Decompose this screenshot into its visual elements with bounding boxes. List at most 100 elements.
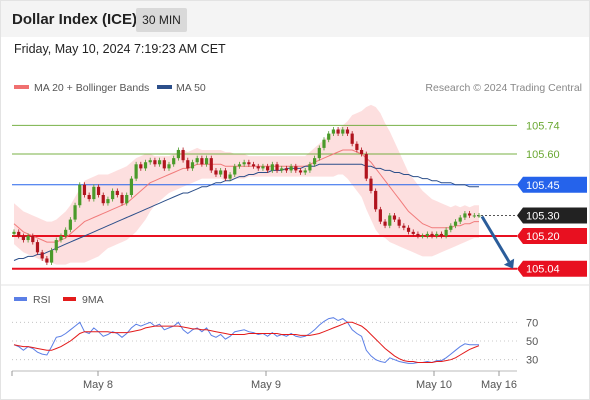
rsi-ma-legend-label: 9MA [82,294,104,306]
candle-body [327,133,331,140]
candle-body [294,166,298,171]
level-tag-105-60: 105.60 [526,149,560,161]
candle-body [125,195,129,204]
candle-body [308,164,312,171]
candle-body [162,160,166,169]
candle-body [31,235,35,243]
level-tag-105-30: 105.30 [526,210,560,222]
candle-body [411,231,415,234]
candle-body [449,225,453,230]
candle-body [64,229,68,236]
candle-body [204,158,209,165]
candle-body [430,233,434,236]
candle-body [364,154,368,179]
candle-body [35,242,40,253]
level-tag-105-04: 105.04 [526,264,560,276]
candle-body [425,233,429,236]
bollinger-bands [14,104,479,265]
candle-body [359,149,364,155]
ma50-legend-swatch [157,85,172,89]
candle-body [134,164,138,179]
candle-body [233,166,237,175]
candle-body [101,195,105,204]
x-axis: May 8 May 9 May 10 May 16 [11,371,517,391]
candle-body [331,129,335,134]
level-tag-105-20-bg [517,227,587,244]
level-tags: 105.74 105.60 105.45 105.30 105.20 105.04 [517,120,587,277]
candle-body [223,170,227,179]
candle-body [275,164,279,171]
candle-body [96,186,101,195]
candle-body [120,195,124,204]
candle-body [21,235,25,241]
candle-body [49,250,54,263]
candle-body [266,166,270,171]
rsi-tick-label: 50 [526,336,538,348]
credit-text: Research © 2024 Trading Central [425,82,582,94]
rsi-legend-swatch [14,297,27,301]
candle-body [251,164,256,167]
candle-body [458,217,462,222]
candle-body [54,240,58,251]
candle-body [453,221,458,226]
candle-body [477,215,481,217]
candle-body [317,147,321,159]
candle-body [87,195,91,200]
candle-body [167,164,171,169]
candle-body [219,170,223,175]
x-tick-label: May 10 [416,379,452,391]
x-tick-label: May 8 [83,379,113,391]
candle-body [289,166,293,171]
candle-body [59,235,63,241]
level-tag-105-20: 105.20 [526,231,560,243]
rsi-legend-label: RSI [33,294,51,306]
candle-body [261,166,265,169]
x-tick-label: May 16 [481,379,517,391]
candle-body [12,231,16,234]
candle-body [402,225,406,228]
bollinger-band-area [14,104,479,265]
moving-averages [13,149,479,261]
candle-body [190,162,195,169]
candle-body [82,184,87,195]
candle-body [148,160,152,163]
timestamp: Friday, May 10, 2024 7:19:23 AM CET [14,42,226,56]
candle-body [435,233,439,236]
header-bar: Dollar Index (ICE) 30 MIN [1,1,589,37]
rsi-line [13,317,479,364]
candle-body [397,219,401,226]
candle-body [421,235,425,237]
candles [12,127,515,269]
candle-body [322,139,326,148]
candle-body [369,178,373,191]
projection-arrow-head [503,258,515,269]
rsi-panel: 70 50 30 [12,317,538,367]
candle-body [153,160,157,165]
projection-arrow [480,215,511,263]
candle-body [143,162,148,169]
ma50-line [13,163,479,261]
level-tag-105-04-bg [517,260,587,277]
candle-body [115,190,119,195]
candle-body [280,168,284,171]
candle-body [200,158,204,165]
level-tag-105-45: 105.45 [526,180,560,192]
candle-body [209,158,213,171]
candle-body [129,178,134,195]
candle-body [439,233,444,236]
candle-body [298,170,303,173]
candle-body [40,252,44,259]
candle-body [242,162,246,165]
candle-body [195,158,199,163]
ma20-legend-swatch [14,85,29,89]
ma20-legend-label: MA 20 + Bollinger Bands [34,82,149,94]
candle-body [139,164,143,169]
candle-body [228,174,232,179]
candle-body [73,205,77,220]
timeframe-badge[interactable]: 30 MIN [136,8,187,32]
candle-body [383,221,387,226]
candle-body [68,219,72,230]
rsi-ma-line [13,321,480,363]
candle-body [186,160,190,169]
candle-body [284,168,289,171]
